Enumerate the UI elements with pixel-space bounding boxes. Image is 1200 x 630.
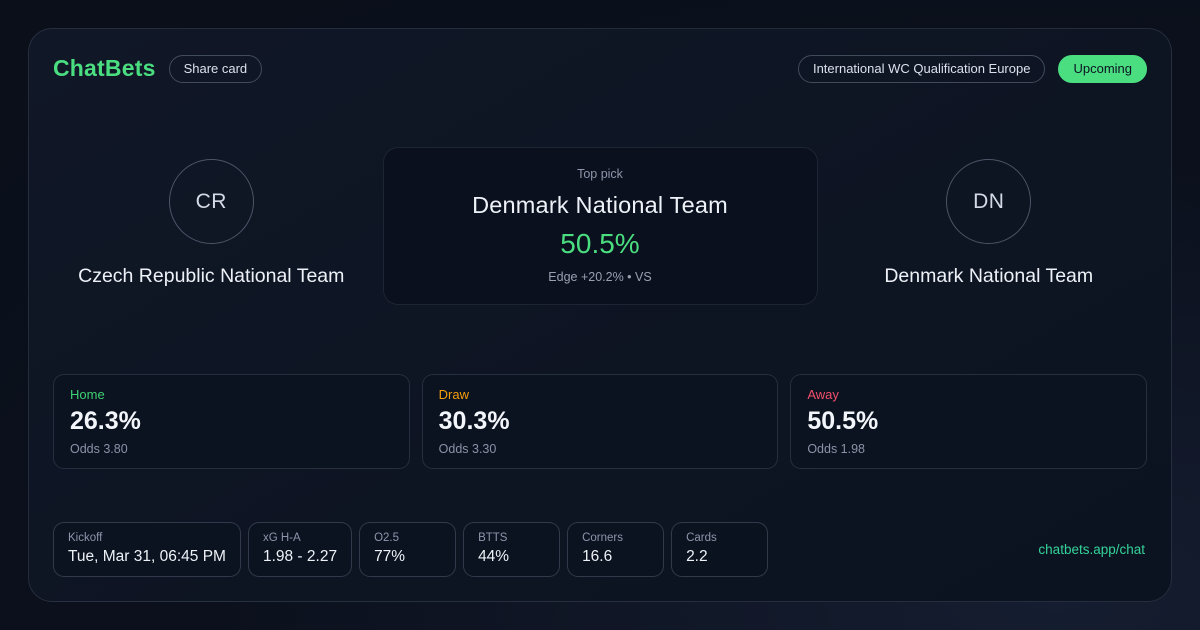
stat-over25-label: O2.5	[374, 532, 399, 544]
stat-corners-value: 16.6	[582, 548, 613, 565]
home-team-name: Czech Republic National Team	[78, 265, 345, 288]
stat-xg-label: xG H-A	[262, 532, 301, 544]
stat-xg-value: 1.98 - 2.27	[262, 548, 338, 565]
stat-chip-kickoff: Kickoff Tue, Mar 31, 06:45 PM	[53, 522, 241, 577]
status-badge: Upcoming	[1058, 55, 1147, 83]
odds-draw-probability: 30.3%	[438, 406, 510, 435]
stat-corners-label: Corners	[582, 532, 623, 544]
stat-kickoff-value: Tue, Mar 31, 06:45 PM	[68, 548, 226, 565]
stats-row: Kickoff Tue, Mar 31, 06:45 PM xG H-A 1.9…	[53, 522, 769, 577]
top-pick-card: Top pick Denmark National Team 50.5% Edg…	[382, 146, 818, 305]
stat-chip-over25: O2.5 77%	[359, 522, 457, 577]
footer-section: Kickoff Tue, Mar 31, 06:45 PM xG H-A 1.9…	[53, 522, 1147, 577]
stat-over25-value: 77%	[374, 548, 406, 565]
stat-btts-value: 44%	[478, 548, 510, 565]
top-pick-probability: 50.5%	[560, 227, 640, 259]
home-team-initials: CR	[195, 189, 227, 213]
odds-section: Home 26.3% Odds 3.80 Draw 30.3% Odds 3.3…	[53, 373, 1147, 469]
odds-away-probability: 50.5%	[807, 406, 879, 435]
match-card: ChatBets Share card International WC Qua…	[28, 28, 1172, 602]
stat-btts-label: BTTS	[478, 532, 508, 544]
home-team-avatar: CR	[168, 159, 254, 245]
stat-chip-cards: Cards 2.2	[671, 522, 769, 577]
header-left: ChatBets Share card	[53, 55, 263, 83]
stat-chip-corners: Corners 16.6	[567, 522, 665, 577]
odds-away-odds: Odds 1.98	[807, 441, 866, 456]
odds-home-probability: 26.3%	[70, 406, 141, 435]
odds-draw-label: Draw	[438, 386, 469, 402]
odds-card-home: Home 26.3% Odds 3.80	[53, 373, 410, 469]
header: ChatBets Share card International WC Qua…	[53, 55, 1147, 83]
share-card-button[interactable]: Share card	[168, 55, 263, 83]
top-pick-team: Denmark National Team	[472, 191, 728, 218]
away-team-avatar: DN	[946, 159, 1032, 245]
stat-cards-label: Cards	[686, 532, 717, 544]
stat-chip-btts: BTTS 44%	[463, 522, 561, 577]
home-team-block: CR Czech Republic National Team	[53, 159, 370, 291]
stat-kickoff-label: Kickoff	[68, 532, 103, 544]
odds-card-away: Away 50.5% Odds 1.98	[790, 373, 1147, 469]
odds-home-odds: Odds 3.80	[70, 441, 128, 456]
odds-draw-odds: Odds 3.30	[438, 441, 497, 456]
away-team-block: DN Denmark National Team	[831, 159, 1148, 291]
site-link[interactable]: chatbets.app/chat	[1038, 542, 1145, 557]
stat-chip-xg: xG H-A 1.98 - 2.27	[247, 522, 353, 577]
league-badge: International WC Qualification Europe	[797, 55, 1046, 83]
away-team-initials: DN	[973, 189, 1005, 213]
header-right: International WC Qualification Europe Up…	[797, 55, 1147, 83]
stat-cards-value: 2.2	[686, 548, 708, 565]
away-team-name: Denmark National Team	[884, 265, 1094, 288]
odds-card-draw: Draw 30.3% Odds 3.30	[421, 373, 779, 469]
top-pick-label: Top pick	[577, 166, 623, 181]
brand-logo: ChatBets	[53, 55, 156, 82]
odds-away-label: Away	[807, 386, 839, 402]
matchup-section: CR Czech Republic National Team Top pick…	[53, 146, 1148, 305]
top-pick-edge: Edge +20.2% • VS	[548, 269, 652, 284]
odds-home-label: Home	[70, 386, 105, 402]
